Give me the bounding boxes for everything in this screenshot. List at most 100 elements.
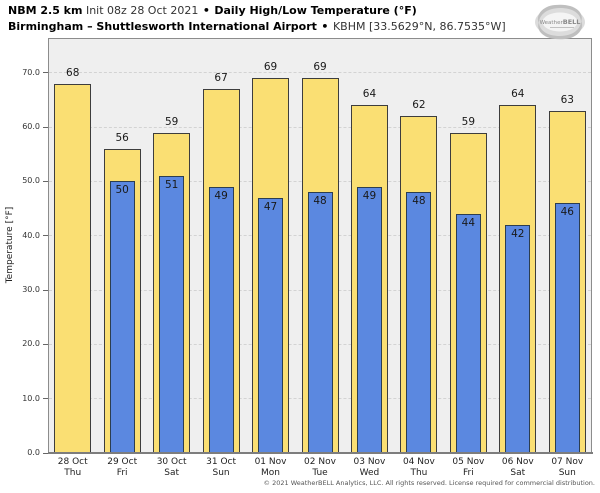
- logo-center: [542, 12, 578, 32]
- low-value-label: 42: [511, 227, 525, 240]
- high-value-label: 69: [263, 61, 278, 74]
- x-tick-day: Tue: [312, 467, 328, 478]
- x-tick-label: 29 Oct Fri: [97, 457, 147, 478]
- low-value-label: 48: [313, 195, 327, 208]
- x-tick-label: 05 Nov Fri: [443, 457, 493, 478]
- logo-swirl-top: [537, 4, 582, 23]
- copyright-text: © 2021 WeatherBELL Analytics, LLC. All r…: [263, 479, 595, 487]
- y-axis-title: Temperature [°F]: [5, 206, 15, 284]
- x-tick-day: Sat: [164, 467, 179, 478]
- x-tick-day: Fri: [462, 467, 474, 478]
- high-bar: [54, 83, 92, 453]
- low-value-label: 47: [263, 200, 278, 213]
- low-value-label: 51: [164, 178, 179, 191]
- x-tick-day: Sat: [510, 467, 526, 478]
- x-tick-date: 01 Nov: [254, 457, 287, 467]
- y-tick-label: 20.0: [22, 339, 40, 349]
- x-tick-label: 02 Nov Tue: [295, 457, 345, 478]
- y-tick-label: 10.0: [22, 393, 40, 403]
- separator-dot: •: [321, 20, 329, 33]
- low-bar: [356, 186, 382, 453]
- low-value-label: 48: [412, 195, 426, 208]
- x-tick-date: 04 Nov: [402, 457, 435, 467]
- high-value-label: 68: [66, 66, 80, 79]
- high-value-label: 67: [214, 72, 228, 85]
- separator-dot: •: [202, 4, 210, 17]
- high-value-label: 56: [115, 131, 129, 144]
- x-tick-day: Sun: [212, 467, 230, 478]
- x-tick-date: 07 Nov: [551, 457, 584, 467]
- x-tick-date: 06 Nov: [501, 457, 534, 467]
- low-value-label: 44: [461, 216, 476, 229]
- x-tick-label: 28 Oct Thu: [48, 457, 98, 478]
- low-bar: [455, 213, 481, 453]
- model-name: NBM 2.5 km: [8, 4, 83, 17]
- low-value-label: 50: [115, 184, 129, 197]
- low-bar: [159, 175, 185, 453]
- low-bar: [307, 192, 333, 453]
- low-value-label: 49: [214, 189, 228, 202]
- logo-text-weather: Weather: [540, 20, 564, 26]
- x-tick-label: 01 Nov Mon: [246, 457, 296, 478]
- low-value-label: 49: [362, 189, 377, 202]
- x-tick-day: Thu: [410, 467, 428, 478]
- y-tick-label: 60.0: [22, 122, 40, 132]
- y-tick-label: 70.0: [22, 67, 40, 77]
- x-tick-day: Mon: [261, 467, 281, 478]
- y-tick-label: 40.0: [22, 230, 40, 240]
- x-tick-date: 02 Nov: [304, 457, 336, 467]
- y-tick-mark: [43, 180, 48, 182]
- logo-text-bell: BELL: [563, 18, 581, 26]
- low-value-label: 46: [560, 206, 574, 219]
- x-tick-label: 06 Nov Sat: [493, 457, 543, 478]
- low-bar: [258, 197, 284, 453]
- y-tick-mark: [43, 452, 48, 454]
- init-time: Init 08z 28 Oct 2021: [85, 4, 199, 17]
- high-value-label: 59: [164, 115, 179, 128]
- station-name: Birmingham – Shuttlesworth International…: [8, 20, 317, 33]
- high-value-label: 64: [362, 88, 377, 101]
- x-tick-label: 07 Nov Sun: [542, 457, 592, 478]
- y-tick-mark: [43, 398, 48, 400]
- x-tick-label: 03 Nov Wed: [344, 457, 394, 478]
- y-tick-mark: [43, 343, 48, 345]
- low-bar: [554, 203, 580, 453]
- low-bar: [505, 224, 531, 453]
- x-tick-label: 31 Oct Sun: [196, 457, 246, 478]
- x-tick-date: 05 Nov: [452, 457, 485, 467]
- y-tick-label: 50.0: [22, 176, 40, 186]
- station-code: KBHM [33.5629°N, 86.7535°W]: [332, 20, 506, 33]
- y-gridline: [49, 72, 591, 74]
- high-value-label: 63: [560, 93, 574, 106]
- high-value-label: 59: [461, 115, 476, 128]
- y-tick-mark: [43, 72, 48, 74]
- x-tick-day: Fri: [116, 467, 128, 478]
- title-line-1: NBM 2.5 km Init 08z 28 Oct 2021 • Daily …: [8, 3, 506, 19]
- y-tick-mark: [43, 289, 48, 291]
- logo-swirl-bottom: [538, 21, 583, 40]
- x-tick-date: 28 Oct: [57, 457, 88, 467]
- x-tick-date: 31 Oct: [206, 457, 237, 467]
- chart-header: NBM 2.5 km Init 08z 28 Oct 2021 • Daily …: [8, 3, 506, 35]
- low-bar: [406, 192, 432, 453]
- x-tick-date: 03 Nov: [353, 457, 386, 467]
- y-tick-mark: [43, 126, 48, 128]
- y-tick-mark: [43, 235, 48, 237]
- y-tick-label: 0.0: [27, 448, 40, 457]
- title-line-2: Birmingham – Shuttlesworth International…: [8, 19, 506, 35]
- x-tick-day: Thu: [64, 467, 82, 478]
- x-tick-date: 30 Oct: [156, 457, 187, 467]
- x-tick-day: Sun: [558, 467, 576, 478]
- high-value-label: 69: [313, 61, 327, 74]
- high-value-label: 62: [412, 99, 426, 112]
- high-value-label: 64: [511, 88, 525, 101]
- logo-wordmark: WeatherBELL: [540, 18, 581, 26]
- product-name: Daily High/Low Temperature (°F): [214, 4, 417, 17]
- weatherbell-logo: WeatherBELL: [535, 4, 585, 40]
- x-axis-line: [48, 452, 593, 454]
- low-bar: [109, 181, 135, 453]
- x-tick-date: 29 Oct: [107, 457, 138, 467]
- x-tick-label: 04 Nov Thu: [394, 457, 444, 478]
- low-bar: [208, 186, 234, 453]
